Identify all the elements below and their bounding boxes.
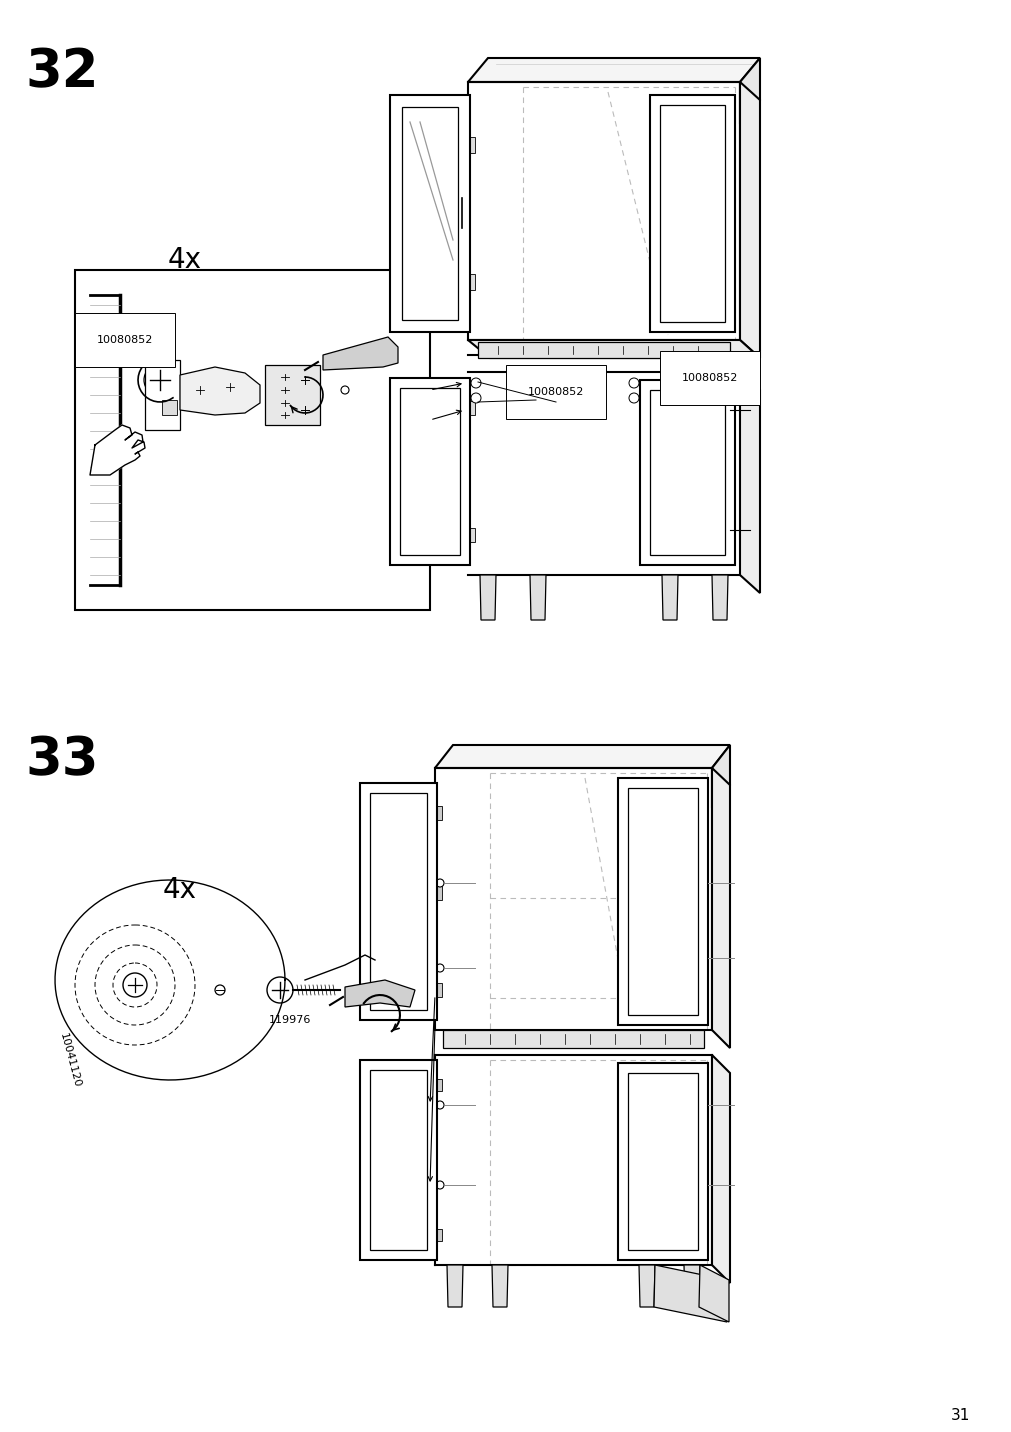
Polygon shape (653, 1264, 726, 1322)
Polygon shape (345, 979, 415, 1007)
Polygon shape (638, 1264, 654, 1307)
Polygon shape (618, 778, 708, 1025)
Circle shape (297, 402, 311, 417)
Text: 31: 31 (949, 1408, 969, 1422)
Circle shape (701, 1181, 707, 1189)
Polygon shape (467, 59, 759, 82)
Bar (75, 271, 430, 610)
Polygon shape (649, 390, 724, 556)
Bar (433, 1229, 442, 1242)
Bar (466, 274, 474, 291)
Polygon shape (447, 1264, 463, 1307)
Text: 10080852: 10080852 (97, 335, 153, 345)
Polygon shape (435, 745, 729, 768)
Polygon shape (699, 1264, 728, 1322)
Circle shape (279, 410, 291, 421)
Polygon shape (712, 576, 727, 620)
Polygon shape (180, 367, 260, 415)
Circle shape (279, 384, 291, 397)
Circle shape (144, 364, 176, 397)
Bar (466, 528, 474, 541)
Polygon shape (659, 105, 724, 322)
Polygon shape (467, 339, 759, 358)
Bar (466, 401, 474, 415)
Circle shape (222, 379, 237, 394)
Circle shape (279, 371, 291, 382)
Polygon shape (360, 783, 437, 1020)
Polygon shape (712, 1055, 729, 1283)
Circle shape (436, 964, 444, 972)
Circle shape (470, 392, 480, 402)
Polygon shape (477, 342, 729, 358)
Polygon shape (265, 365, 319, 425)
Polygon shape (360, 1060, 437, 1260)
Polygon shape (145, 359, 180, 430)
Text: 10080852: 10080852 (528, 387, 583, 397)
Polygon shape (401, 107, 458, 319)
Polygon shape (683, 1264, 700, 1307)
Polygon shape (162, 400, 177, 415)
Circle shape (701, 955, 707, 961)
Circle shape (629, 392, 638, 402)
Polygon shape (739, 82, 759, 358)
Polygon shape (479, 576, 495, 620)
Circle shape (436, 1101, 444, 1108)
Text: 32: 32 (25, 46, 99, 97)
Circle shape (279, 397, 291, 410)
Circle shape (701, 881, 707, 886)
Polygon shape (661, 576, 677, 620)
Circle shape (701, 1103, 707, 1108)
Bar (433, 806, 442, 821)
Polygon shape (530, 576, 546, 620)
Text: 10080852: 10080852 (681, 372, 737, 382)
Polygon shape (712, 745, 729, 808)
Polygon shape (443, 1030, 704, 1048)
Polygon shape (628, 1073, 698, 1250)
Circle shape (193, 382, 207, 397)
Polygon shape (739, 59, 759, 125)
Circle shape (436, 1181, 444, 1189)
Circle shape (123, 972, 147, 997)
Text: 4x: 4x (163, 876, 197, 904)
Polygon shape (712, 768, 729, 1048)
Text: 10041120: 10041120 (58, 1031, 82, 1088)
Polygon shape (389, 378, 469, 566)
Polygon shape (399, 388, 460, 556)
Bar (466, 137, 474, 153)
Text: 4x: 4x (168, 246, 202, 274)
Polygon shape (649, 95, 734, 332)
Polygon shape (628, 788, 698, 1015)
Polygon shape (370, 1070, 427, 1250)
Polygon shape (323, 337, 397, 369)
Polygon shape (370, 793, 427, 1010)
Circle shape (436, 879, 444, 886)
Bar (433, 982, 442, 997)
Text: 119976: 119976 (269, 1015, 310, 1025)
Polygon shape (739, 372, 759, 593)
Text: 33: 33 (25, 735, 99, 786)
Circle shape (267, 977, 293, 1002)
Circle shape (341, 387, 349, 394)
Circle shape (470, 378, 480, 388)
Polygon shape (491, 1264, 508, 1307)
Circle shape (629, 378, 638, 388)
Circle shape (297, 372, 311, 387)
Circle shape (214, 985, 224, 995)
Polygon shape (639, 379, 734, 566)
Polygon shape (618, 1063, 708, 1260)
Polygon shape (90, 425, 145, 475)
Bar (433, 1078, 442, 1091)
Bar (433, 886, 442, 899)
Polygon shape (389, 95, 469, 332)
